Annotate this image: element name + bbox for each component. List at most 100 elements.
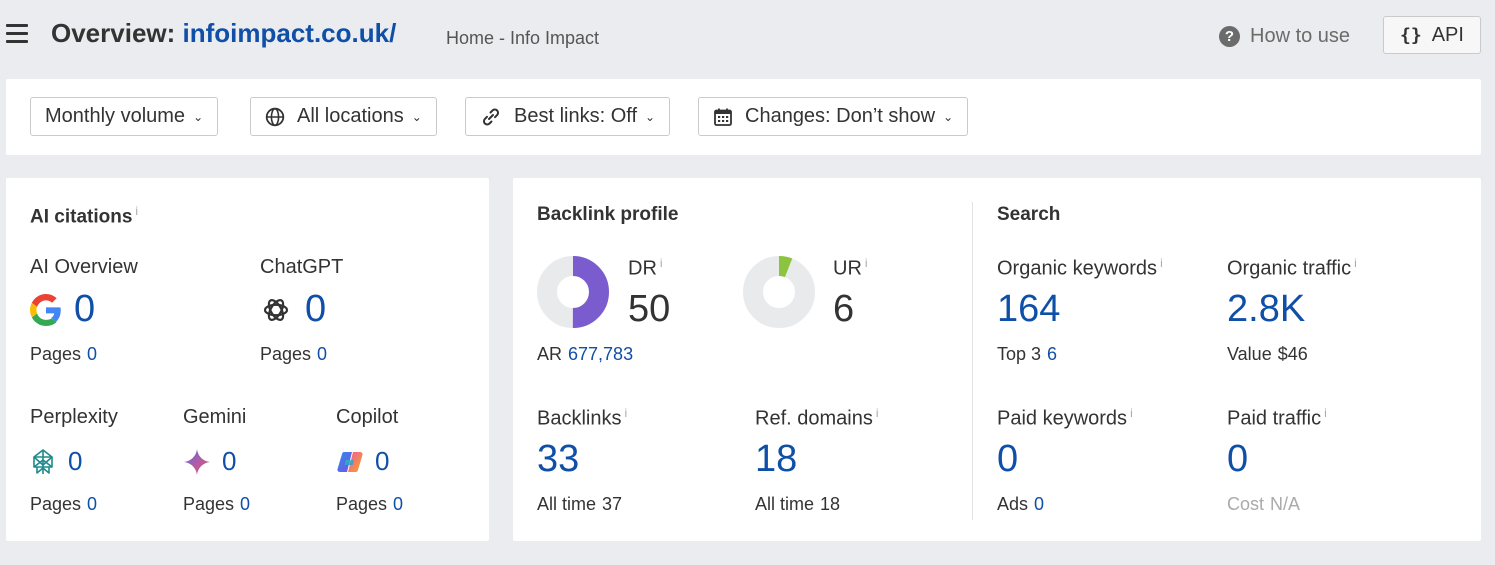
ai-citations-title-text: AI citations (30, 206, 133, 228)
copilot-value[interactable]: 0 (375, 446, 390, 476)
organic-traffic-value[interactable]: 2.8K (1227, 288, 1306, 330)
ai-citations-card: AI citations i AI Overview 0 Pages 0 ChatG… (6, 178, 489, 541)
monthly-volume-dropdown[interactable]: Monthly volume ⌄ (30, 97, 219, 136)
gemini-value[interactable]: 0 (222, 446, 237, 476)
api-button[interactable]: {} API (1383, 16, 1481, 54)
organic-traffic-label: Organic traffic i (1227, 256, 1357, 281)
link-icon (480, 106, 502, 128)
best-links-dropdown[interactable]: Best links: Off ⌄ (465, 97, 671, 136)
paid-keywords-label: Paid keywords i (997, 406, 1133, 431)
page-header: Overview: infoimpact.co.uk/ Home - Info … (0, 0, 1495, 72)
organic-traffic-value-row: Value $46 (1227, 344, 1308, 365)
backlinks-label-text: Backlinks (537, 407, 622, 430)
help-icon: ? (1219, 25, 1240, 47)
organic-traffic-label-text: Organic traffic (1227, 257, 1352, 280)
calendar-icon (713, 107, 733, 127)
info-icon[interactable]: i (659, 256, 663, 270)
pages-label: Pages (260, 344, 312, 364)
info-icon[interactable]: i (1354, 256, 1357, 270)
paid-traffic-label-text: Paid traffic (1227, 407, 1322, 430)
backlinks-value[interactable]: 33 (537, 438, 580, 480)
ur-donut-fill (743, 256, 815, 328)
top3-value[interactable]: 6 (1047, 344, 1058, 364)
copilot-pages-value[interactable]: 0 (393, 494, 404, 514)
gemini-pages: Pages 0 (183, 494, 250, 515)
ref-domains-label-text: Ref. domains (755, 407, 873, 430)
ur-donut-chart (743, 256, 815, 328)
chatgpt-pages-value[interactable]: 0 (317, 344, 328, 364)
dr-label: DR i (628, 256, 663, 281)
ai-overview-label: AI Overview (30, 256, 138, 278)
ur-label-text: UR (833, 257, 862, 280)
page-title: Overview: infoimpact.co.uk/ (51, 18, 396, 49)
organic-keywords-value[interactable]: 164 (997, 288, 1061, 330)
info-icon[interactable]: i (135, 204, 139, 218)
all-time-label: All time (755, 494, 815, 514)
gemini-pages-value[interactable]: 0 (240, 494, 251, 514)
copilot-label: Copilot (336, 406, 399, 428)
locations-label: All locations (297, 105, 404, 127)
dr-donut-fill (537, 256, 609, 328)
traffic-value-amount: $46 (1277, 344, 1308, 364)
info-icon[interactable]: i (1160, 256, 1163, 270)
pages-label: Pages (183, 494, 235, 514)
info-icon[interactable]: i (624, 406, 628, 420)
ref-domains-label: Ref. domains i (755, 406, 879, 431)
info-icon[interactable]: i (864, 256, 868, 270)
ar-label: AR (537, 344, 563, 364)
info-icon[interactable]: i (875, 406, 879, 420)
perplexity-value[interactable]: 0 (68, 446, 83, 476)
filter-bar: Monthly volume ⌄ All locations ⌄ Best li… (6, 79, 1481, 155)
menu-icon[interactable] (6, 24, 28, 44)
ai-overview-value[interactable]: 0 (74, 288, 96, 330)
ads-value[interactable]: 0 (1034, 494, 1045, 514)
info-icon[interactable]: i (1130, 406, 1133, 420)
ref-domains-all-time: All time 18 (755, 494, 840, 515)
ar-row: AR 677,783 (537, 344, 633, 365)
paid-traffic-value[interactable]: 0 (1227, 438, 1249, 480)
section-divider (972, 202, 973, 520)
target-domain-link[interactable]: infoimpact.co.uk/ (182, 18, 397, 48)
chatgpt-icon (260, 294, 292, 326)
dr-value: 50 (628, 288, 671, 330)
paid-traffic-cost: Cost N/A (1227, 494, 1300, 515)
chatgpt-value[interactable]: 0 (305, 288, 327, 330)
all-time-label: All time (537, 494, 597, 514)
ai-overview-pages-value[interactable]: 0 (87, 344, 98, 364)
search-title: Search (997, 204, 1061, 225)
locations-dropdown[interactable]: All locations ⌄ (250, 97, 437, 136)
chevron-down-icon: ⌄ (645, 109, 656, 124)
pages-label: Pages (30, 494, 82, 514)
changes-label: Changes: Don’t show (745, 105, 936, 127)
ai-citations-title: AI citations i (30, 204, 138, 228)
cost-value: N/A (1270, 494, 1301, 514)
chatgpt-pages: Pages 0 (260, 344, 327, 365)
perplexity-label: Perplexity (30, 406, 118, 428)
page-subtitle: Home - Info Impact (446, 28, 600, 48)
ar-value[interactable]: 677,783 (568, 344, 634, 364)
globe-icon (265, 107, 285, 127)
chevron-down-icon: ⌄ (193, 109, 204, 124)
info-icon[interactable]: i (1324, 406, 1327, 420)
monthly-volume-label: Monthly volume (45, 105, 186, 127)
how-to-use-label: How to use (1250, 24, 1351, 47)
changes-dropdown[interactable]: Changes: Don’t show ⌄ (698, 97, 969, 136)
traffic-value-label: Value (1227, 344, 1272, 364)
copilot-pages: Pages 0 (336, 494, 403, 515)
ur-label: UR i (833, 256, 868, 281)
perplexity-pages: Pages 0 (30, 494, 97, 515)
dr-label-text: DR (628, 257, 657, 280)
ref-domains-all-time-value: 18 (820, 494, 841, 514)
chevron-down-icon: ⌄ (943, 109, 954, 124)
how-to-use-link[interactable]: ? How to use (1219, 24, 1350, 48)
perplexity-pages-value[interactable]: 0 (87, 494, 98, 514)
cost-label: Cost (1227, 494, 1265, 514)
copilot-icon (336, 450, 364, 474)
chatgpt-label: ChatGPT (260, 256, 344, 278)
paid-keywords-value[interactable]: 0 (997, 438, 1019, 480)
ref-domains-value[interactable]: 18 (755, 438, 798, 480)
paid-traffic-label: Paid traffic i (1227, 406, 1327, 431)
best-links-label: Best links: Off (514, 105, 638, 127)
backlinks-all-time: All time 37 (537, 494, 622, 515)
perplexity-icon (30, 448, 56, 476)
